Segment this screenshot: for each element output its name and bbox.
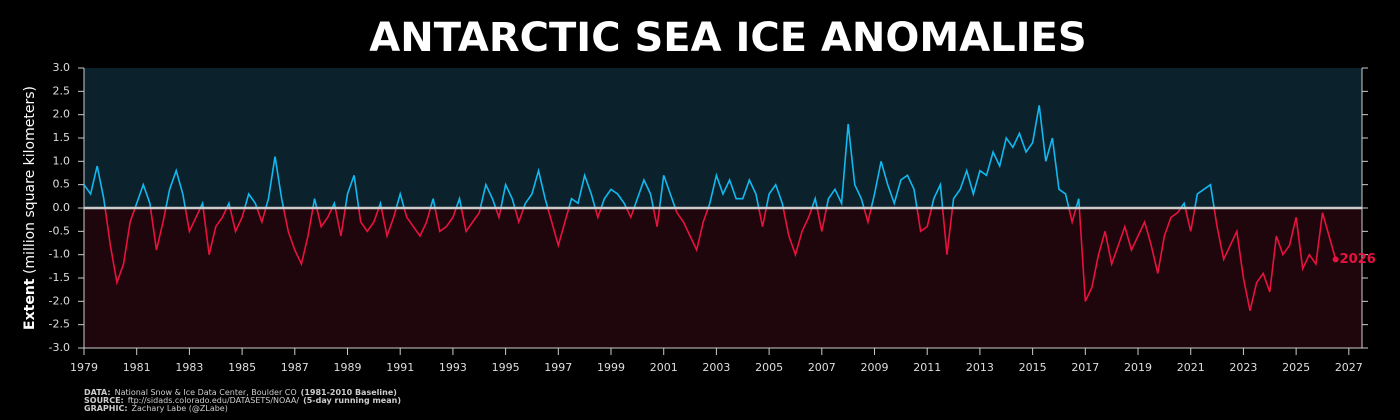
x-tick-label: 1997 xyxy=(544,361,572,374)
line-negative xyxy=(104,208,1337,311)
x-tick-label: 2023 xyxy=(1229,361,1257,374)
footer-label: DATA: xyxy=(84,388,111,397)
footer-note: (1981-2010 Baseline) xyxy=(301,388,397,397)
y-tick-label: 0.0 xyxy=(53,201,71,214)
x-tick-label: 1985 xyxy=(228,361,256,374)
y-tick-label: -1.0 xyxy=(49,248,70,261)
x-tick-label: 1983 xyxy=(175,361,203,374)
x-tick-label: 2011 xyxy=(913,361,941,374)
footer-label: SOURCE: xyxy=(84,396,124,405)
x-tick-label: 2025 xyxy=(1282,361,1310,374)
footer-line: SOURCE: ftp://sidads.colorado.edu/DATASET… xyxy=(84,396,401,405)
x-tick-label: 1993 xyxy=(439,361,467,374)
y-tick-label: -2.5 xyxy=(49,318,70,331)
x-tick-label: 2005 xyxy=(755,361,783,374)
negative-background xyxy=(84,208,1362,348)
y-tick-label: -1.5 xyxy=(49,271,70,284)
x-tick-label: 2017 xyxy=(1071,361,1099,374)
y-tick-label: 1.5 xyxy=(53,131,71,144)
x-tick-label: 1989 xyxy=(334,361,362,374)
x-tick-label: 2009 xyxy=(861,361,889,374)
chart-title: ANTARCTIC SEA ICE ANOMALIES xyxy=(369,15,1086,61)
y-axis-label-bold: Extent xyxy=(22,278,38,330)
x-tick-label: 1981 xyxy=(123,361,151,374)
y-tick-label: 3.0 xyxy=(53,61,71,74)
footer-text: National Snow & Ice Data Center, Boulder… xyxy=(115,388,297,397)
y-axis-label: Extent (million square kilometers) xyxy=(22,86,38,330)
y-tick-label: -0.5 xyxy=(49,224,70,237)
end-label: 2026 xyxy=(1340,252,1376,267)
x-tick-label: 2013 xyxy=(966,361,994,374)
y-tick-label: -3.0 xyxy=(49,341,70,354)
x-tick-label: 2027 xyxy=(1335,361,1363,374)
y-tick-label: 2.5 xyxy=(53,84,71,97)
x-tick-label: 2003 xyxy=(702,361,730,374)
y-tick-label: 2.0 xyxy=(53,108,71,121)
x-tick-label: 2021 xyxy=(1177,361,1205,374)
footer-text: ftp://sidads.colorado.edu/DATASETS/NOAA/ xyxy=(128,396,300,405)
x-tick-label: 2015 xyxy=(1019,361,1047,374)
x-tick-label: 1999 xyxy=(597,361,625,374)
x-tick-label: 1991 xyxy=(386,361,414,374)
y-axis-label-rest: (million square kilometers) xyxy=(22,86,38,274)
footer-note: (5-day running mean) xyxy=(303,396,401,405)
line-positive xyxy=(84,105,1215,208)
y-tick-label: 0.5 xyxy=(53,178,71,191)
end-point xyxy=(1332,256,1339,263)
y-tick-label: -2.0 xyxy=(49,294,70,307)
footer-line: GRAPHIC: Zachary Labe (@ZLabe) xyxy=(84,404,228,413)
footer-text: Zachary Labe (@ZLabe) xyxy=(132,404,228,413)
positive-background xyxy=(84,68,1362,208)
y-tick-label: 1.0 xyxy=(53,154,71,167)
x-tick-label: 1979 xyxy=(70,361,98,374)
x-tick-label: 1987 xyxy=(281,361,309,374)
x-tick-label: 2007 xyxy=(808,361,836,374)
x-tick-label: 2019 xyxy=(1124,361,1152,374)
footer-label: GRAPHIC: xyxy=(84,404,128,413)
x-tick-label: 2001 xyxy=(650,361,678,374)
footer-line: DATA: National Snow & Ice Data Center, Bo… xyxy=(84,388,397,397)
x-tick-label: 1995 xyxy=(492,361,520,374)
